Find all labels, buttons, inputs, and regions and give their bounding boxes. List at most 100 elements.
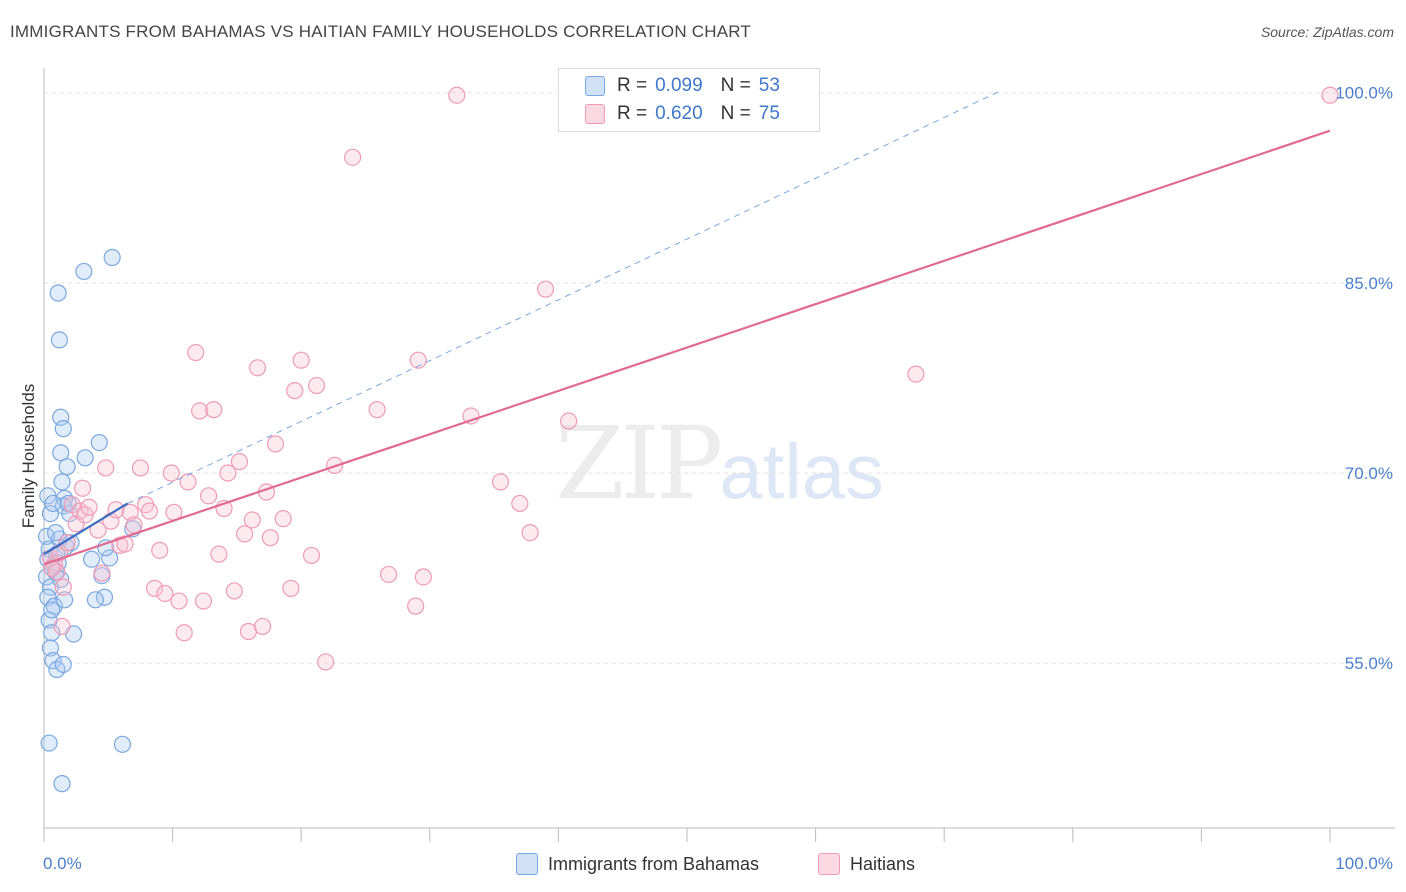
point-haitians xyxy=(225,582,243,600)
point-haitians xyxy=(409,351,427,369)
legend-r-label: R = xyxy=(617,103,648,124)
point-bahamas xyxy=(103,248,121,267)
point-haitians xyxy=(414,568,432,586)
x-tick-label: 0.0% xyxy=(43,854,82,873)
point-haitians xyxy=(261,529,279,547)
point-bahamas xyxy=(43,601,61,619)
correlation-legend: R = 0.099 N = 53 R = 0.620 N = 75 xyxy=(558,68,820,132)
point-haitians xyxy=(131,459,150,477)
legend-r-value: 0.099 xyxy=(655,75,703,96)
point-haitians xyxy=(175,624,193,642)
x-tick-label: 100.0% xyxy=(1335,854,1393,873)
trend-line-haitians xyxy=(43,129,1331,566)
point-haitians xyxy=(907,365,925,383)
point-haitians xyxy=(317,653,335,671)
point-haitians xyxy=(536,280,555,298)
point-haitians xyxy=(194,592,213,610)
point-haitians xyxy=(219,464,237,482)
watermark: ZIPatlas xyxy=(555,405,884,522)
point-bahamas xyxy=(39,588,57,606)
point-haitians xyxy=(140,502,159,520)
point-haitians xyxy=(292,351,310,369)
point-bahamas xyxy=(100,549,119,567)
point-haitians xyxy=(145,579,164,597)
point-bahamas xyxy=(37,527,56,546)
point-haitians xyxy=(210,545,228,563)
point-haitians xyxy=(179,473,197,491)
y-axis-title: Family Households xyxy=(19,384,38,529)
point-bahamas xyxy=(46,524,65,542)
point-bahamas xyxy=(55,591,74,609)
point-haitians xyxy=(274,510,292,528)
bottom-legend-swatch-haitians xyxy=(818,853,840,875)
point-haitians xyxy=(491,473,510,491)
point-haitians xyxy=(121,503,139,521)
y-tick-label: 100.0% xyxy=(1335,84,1393,103)
axis-labels: 55.0% 70.0% 85.0% 100.0% 0.0% 100.0% Family Ho… xyxy=(19,84,1393,873)
point-bahamas xyxy=(40,734,58,752)
point-bahamas xyxy=(75,262,93,281)
point-bahamas xyxy=(113,735,132,753)
point-haitians xyxy=(302,546,321,565)
point-haitians xyxy=(162,464,180,482)
point-bahamas xyxy=(37,568,56,586)
point-haitians xyxy=(187,343,205,362)
point-haitians xyxy=(1321,86,1339,104)
point-haitians xyxy=(191,402,209,420)
point-haitians xyxy=(67,515,85,533)
point-haitians xyxy=(266,435,285,453)
bottom-legend-label-haitians: Haitians xyxy=(850,853,916,874)
point-haitians xyxy=(73,479,92,497)
point-bahamas xyxy=(41,639,60,657)
point-bahamas xyxy=(54,655,72,674)
point-haitians xyxy=(521,524,539,542)
trend-line-bahamas xyxy=(43,502,129,556)
legend-r-value: 0.620 xyxy=(655,103,703,124)
point-haitians xyxy=(560,412,578,430)
watermark-zip: ZIP xyxy=(555,405,723,522)
legend-n-value: 75 xyxy=(758,103,780,124)
point-haitians xyxy=(200,487,218,505)
point-bahamas xyxy=(50,331,69,349)
watermark-atlas: atlas xyxy=(719,427,885,515)
y-tick-label: 55.0% xyxy=(1345,654,1393,673)
point-haitians xyxy=(511,494,529,513)
legend-swatch-haitians xyxy=(585,104,605,124)
point-bahamas xyxy=(76,449,94,467)
point-bahamas xyxy=(90,433,108,452)
legend-n-label: N = xyxy=(720,75,751,96)
point-haitians xyxy=(125,516,143,534)
point-haitians xyxy=(54,578,72,596)
point-haitians xyxy=(380,565,398,584)
legend-r-label: R = xyxy=(617,75,648,96)
point-haitians xyxy=(53,617,71,636)
point-haitians xyxy=(448,86,466,104)
point-bahamas xyxy=(54,420,72,438)
y-tick-label: 85.0% xyxy=(1345,274,1393,293)
point-bahamas xyxy=(53,473,71,491)
point-haitians xyxy=(308,376,326,395)
point-haitians xyxy=(93,564,111,582)
legend-n-label: N = xyxy=(720,103,751,124)
point-haitians xyxy=(170,592,188,610)
point-haitians xyxy=(254,617,272,636)
trend-lines xyxy=(43,89,1331,566)
point-haitians xyxy=(97,459,115,477)
legend-n-value: 53 xyxy=(758,75,780,96)
bottom-legend-bahamas: Immigrants from Bahamas xyxy=(516,853,759,875)
point-haitians xyxy=(230,453,249,471)
point-haitians xyxy=(205,401,223,419)
point-haitians xyxy=(344,148,362,166)
point-haitians xyxy=(156,584,174,603)
point-bahamas xyxy=(44,494,62,513)
axes xyxy=(43,68,1395,842)
point-haitians xyxy=(151,541,169,559)
legend-row-bahamas: R = 0.099 N = 53 xyxy=(585,75,780,97)
point-haitians xyxy=(80,498,98,516)
point-haitians xyxy=(407,597,425,615)
point-bahamas xyxy=(86,591,105,609)
point-bahamas xyxy=(41,504,60,523)
y-tick-label: 70.0% xyxy=(1345,464,1393,483)
chart-title: IMMIGRANTS FROM BAHAMAS VS HAITIAN FAMIL… xyxy=(10,22,752,41)
